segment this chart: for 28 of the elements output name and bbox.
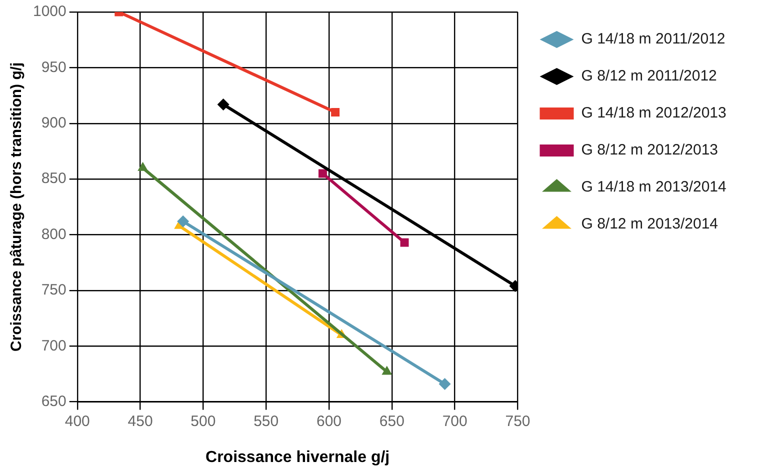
- legend-label: G 8/12 m 2011/2012: [581, 68, 717, 85]
- point: [331, 108, 340, 116]
- y-tick-label: 800: [41, 226, 66, 243]
- x-tick-label: 550: [254, 412, 279, 430]
- x-tick-label: 400: [64, 412, 90, 430]
- x-tick-label: 600: [316, 412, 342, 430]
- y-tick-label: 1000: [32, 3, 66, 20]
- y-tick-label: 950: [41, 58, 66, 76]
- x-tick-label: 700: [442, 412, 468, 430]
- legend-label: G 14/18 m 2012/2013: [581, 104, 726, 122]
- y-tick-label: 850: [41, 170, 66, 188]
- y-tick-label: 700: [41, 337, 66, 354]
- x-tick-label: 450: [128, 412, 153, 430]
- x-tick-label: 500: [190, 412, 216, 430]
- point: [438, 378, 451, 390]
- point: [400, 238, 409, 247]
- legend-label: G 14/18 m 2013/2014: [581, 178, 726, 196]
- y-tick-label: 750: [41, 282, 66, 299]
- x-tick-label: 750: [505, 412, 530, 430]
- y-tick-label: 650: [41, 392, 66, 410]
- y-tick-label: 900: [41, 114, 66, 132]
- legend-label: G 14/18 m 2011/2012: [581, 30, 726, 48]
- legend-label: G 8/12 m 2013/2014: [581, 216, 718, 233]
- point: [318, 169, 327, 178]
- x-tick-label: 650: [379, 412, 404, 430]
- legend-label: G 8/12 m 2012/2013: [581, 142, 718, 159]
- y-axis-title: Croissance pâturage (hors transition) g/j: [8, 62, 26, 352]
- x-axis-title: Croissance hivernale g/j: [206, 448, 390, 466]
